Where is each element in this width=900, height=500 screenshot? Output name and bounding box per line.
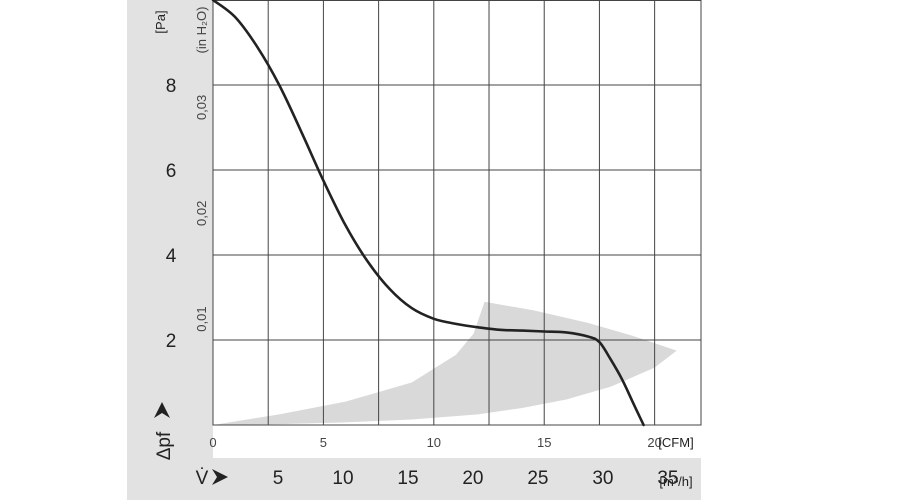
y-tick-pa: 2 — [166, 331, 177, 352]
fan-curve — [211, 0, 645, 427]
x-tick-m3h: 10 — [332, 468, 353, 489]
x-tick-cfm: 10 — [427, 435, 441, 450]
x-tick-cfm: 20 — [647, 435, 661, 450]
series-layer — [211, 0, 645, 427]
x-axis-symbol: V̇ — [196, 468, 209, 489]
y-tick-inh2o: 0,03 — [194, 95, 209, 120]
y-axis-arrow-icon — [154, 402, 170, 418]
plot-frame — [212, 0, 702, 426]
x-tick-m3h: 15 — [397, 468, 418, 489]
y-axis-pa-label: [Pa] — [153, 10, 168, 33]
x-tick-m3h: 20 — [462, 468, 483, 489]
x-axis-cfm-label: [CFM] — [658, 435, 693, 450]
y-tick-pa: 4 — [166, 246, 177, 267]
y-tick-pa: 6 — [166, 161, 177, 182]
x-axis-m3h-label: [m³/h] — [659, 474, 692, 489]
y-axis-symbol: Δpf — [154, 431, 175, 460]
x-tick-cfm: 5 — [320, 435, 327, 450]
x-tick-m3h: 25 — [527, 468, 548, 489]
y-tick-inh2o: 0,02 — [194, 201, 209, 226]
x-tick-m3h: 30 — [592, 468, 613, 489]
x-axis-arrow-icon — [212, 469, 228, 485]
left-axis-panel — [127, 0, 213, 500]
y-tick-pa: 8 — [166, 76, 177, 97]
tick-labels: 2 4 6 8 0,01 0,02 0,03 0 5 10 15 20 5 10 15 20 25 30 35 — [166, 76, 679, 489]
y-tick-inh2o: 0,01 — [194, 306, 209, 331]
x-tick-m3h: 5 — [273, 468, 284, 489]
x-tick-cfm: 0 — [209, 435, 216, 450]
x-tick-m3h: 35 — [657, 468, 678, 489]
grid — [212, 0, 702, 426]
x-tick-cfm: 15 — [537, 435, 551, 450]
y-axis-inh2o-label: (in H₂O) — [194, 7, 209, 54]
